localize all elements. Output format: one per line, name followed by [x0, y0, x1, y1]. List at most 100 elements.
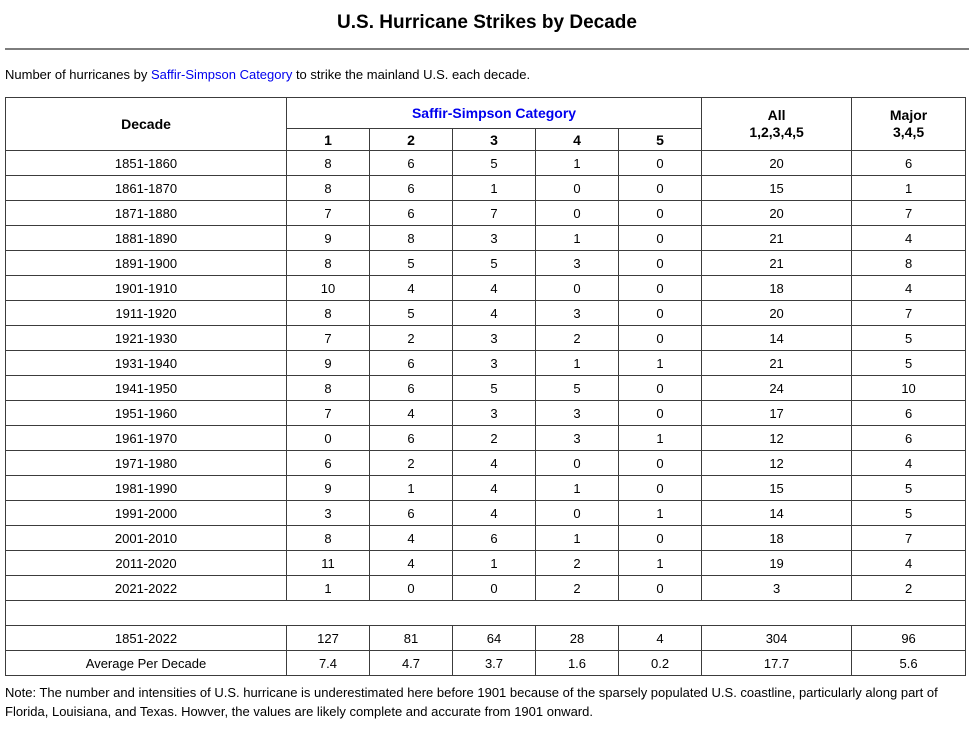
table-row: 1881-1890 9 8 3 1 0 21 4	[5, 225, 967, 251]
value-cell: 5	[369, 300, 453, 326]
value-cell: 11	[286, 550, 370, 576]
value-cell: 3	[535, 300, 619, 326]
value-cell: 7.4	[286, 650, 370, 676]
value-cell: 7	[286, 200, 370, 226]
value-cell: 0	[617, 575, 703, 601]
value-cell: 0	[535, 450, 619, 476]
value-cell: 6	[369, 175, 453, 201]
all-header-line1: All	[767, 106, 786, 123]
decade-cell: 1881-1890	[5, 225, 287, 251]
value-cell: 21	[701, 225, 853, 251]
decade-cell: 1971-1980	[5, 450, 287, 476]
value-cell: 17.7	[701, 650, 853, 676]
category-2-header: 2	[369, 128, 453, 151]
category-4-header: 4	[535, 128, 619, 151]
value-cell: 5.6	[851, 650, 967, 676]
value-cell: 0	[617, 400, 703, 426]
table-row: 2021-2022 1 0 0 2 0 3 2	[5, 575, 967, 601]
saffir-simpson-category-header: Saffir-Simpson Category	[285, 97, 703, 129]
value-cell: 5	[851, 475, 967, 501]
value-cell: 6	[851, 400, 967, 426]
all-column-header: All 1,2,3,4,5	[701, 97, 853, 151]
major-header-line2: 3,4,5	[892, 124, 925, 140]
header-category-row: 1 2 3 4 5	[6, 128, 966, 151]
decade-cell: 1921-1930	[5, 325, 287, 351]
value-cell: 8	[286, 525, 370, 551]
decade-cell: 1901-1910	[5, 275, 287, 301]
value-cell: 7	[851, 525, 967, 551]
value-cell: 3	[452, 350, 536, 376]
value-cell: 14	[701, 500, 853, 526]
value-cell: 0	[535, 200, 619, 226]
value-cell: 7	[452, 200, 536, 226]
average-row: Average Per Decade 7.4 4.7 3.7 1.6 0.2 1…	[5, 650, 967, 676]
value-cell: 4	[369, 275, 453, 301]
value-cell: 9	[286, 225, 370, 251]
value-cell: 20	[701, 150, 853, 176]
value-cell: 0	[535, 275, 619, 301]
table-row: 1941-1950 8 6 5 5 0 24 10	[5, 375, 967, 401]
value-cell: 8	[286, 375, 370, 401]
table-row: 1921-1930 7 2 3 2 0 14 5	[5, 325, 967, 351]
table-row: 1861-1870 8 6 1 0 0 15 1	[5, 175, 967, 201]
category-1-header: 1	[286, 128, 370, 151]
value-cell: 7	[286, 325, 370, 351]
value-cell: 6	[369, 375, 453, 401]
value-cell: 1	[535, 475, 619, 501]
value-cell: 6	[369, 500, 453, 526]
decade-cell: 1851-1860	[5, 150, 287, 176]
value-cell: 8	[286, 175, 370, 201]
value-cell: 21	[701, 250, 853, 276]
value-cell: 6	[369, 425, 453, 451]
value-cell: 6	[286, 450, 370, 476]
value-cell: 10	[286, 275, 370, 301]
value-cell: 1	[369, 475, 453, 501]
table-row: 1951-1960 7 4 3 3 0 17 6	[5, 400, 967, 426]
value-cell: 1	[286, 575, 370, 601]
table-row: 2001-2010 8 4 6 1 0 18 7	[5, 525, 967, 551]
value-cell: 8	[851, 250, 967, 276]
value-cell: 9	[286, 350, 370, 376]
value-cell: 3	[286, 500, 370, 526]
value-cell: 1	[851, 175, 967, 201]
category-5-header: 5	[617, 128, 703, 151]
value-cell: 0	[452, 575, 536, 601]
value-cell: 5	[452, 250, 536, 276]
decade-cell: 1931-1940	[5, 350, 287, 376]
value-cell: 3	[452, 400, 536, 426]
value-cell: 1	[617, 425, 703, 451]
decade-cell: 1951-1960	[5, 400, 287, 426]
intro-prefix: Number of hurricanes by	[5, 67, 151, 82]
intro-suffix: to strike the mainland U.S. each decade.	[292, 67, 531, 82]
value-cell: 1	[452, 175, 536, 201]
value-cell: 15	[701, 475, 853, 501]
value-cell: 127	[286, 625, 370, 651]
value-cell: 21	[701, 350, 853, 376]
divider-rule	[5, 48, 969, 50]
value-cell: 3.7	[452, 650, 536, 676]
value-cell: 6	[851, 150, 967, 176]
decade-cell: 2011-2020	[5, 550, 287, 576]
decade-cell: 1911-1920	[5, 300, 287, 326]
totals-decade-cell: 1851-2022	[5, 625, 287, 651]
value-cell: 6	[369, 200, 453, 226]
value-cell: 0	[535, 500, 619, 526]
value-cell: 2	[369, 450, 453, 476]
table-row: 1981-1990 9 1 4 1 0 15 5	[5, 475, 967, 501]
saffir-simpson-link[interactable]: Saffir-Simpson Category	[150, 67, 293, 82]
value-cell: 1	[535, 350, 619, 376]
value-cell: 6	[851, 425, 967, 451]
decade-cell: 1991-2000	[5, 500, 287, 526]
value-cell: 4.7	[369, 650, 453, 676]
value-cell: 0	[617, 150, 703, 176]
decade-cell: 1961-1970	[5, 425, 287, 451]
value-cell: 96	[851, 625, 967, 651]
hurricane-strikes-table: Decade Saffir-Simpson Category All 1,2,3…	[4, 97, 967, 676]
value-cell: 6	[369, 350, 453, 376]
decade-column-header: Decade	[5, 97, 287, 151]
value-cell: 3	[701, 575, 853, 601]
decade-cell: 1871-1880	[5, 200, 287, 226]
page-title: U.S. Hurricane Strikes by Decade	[337, 12, 637, 33]
header-group-row: Decade Saffir-Simpson Category All 1,2,3…	[5, 97, 967, 151]
value-cell: 1	[617, 350, 703, 376]
